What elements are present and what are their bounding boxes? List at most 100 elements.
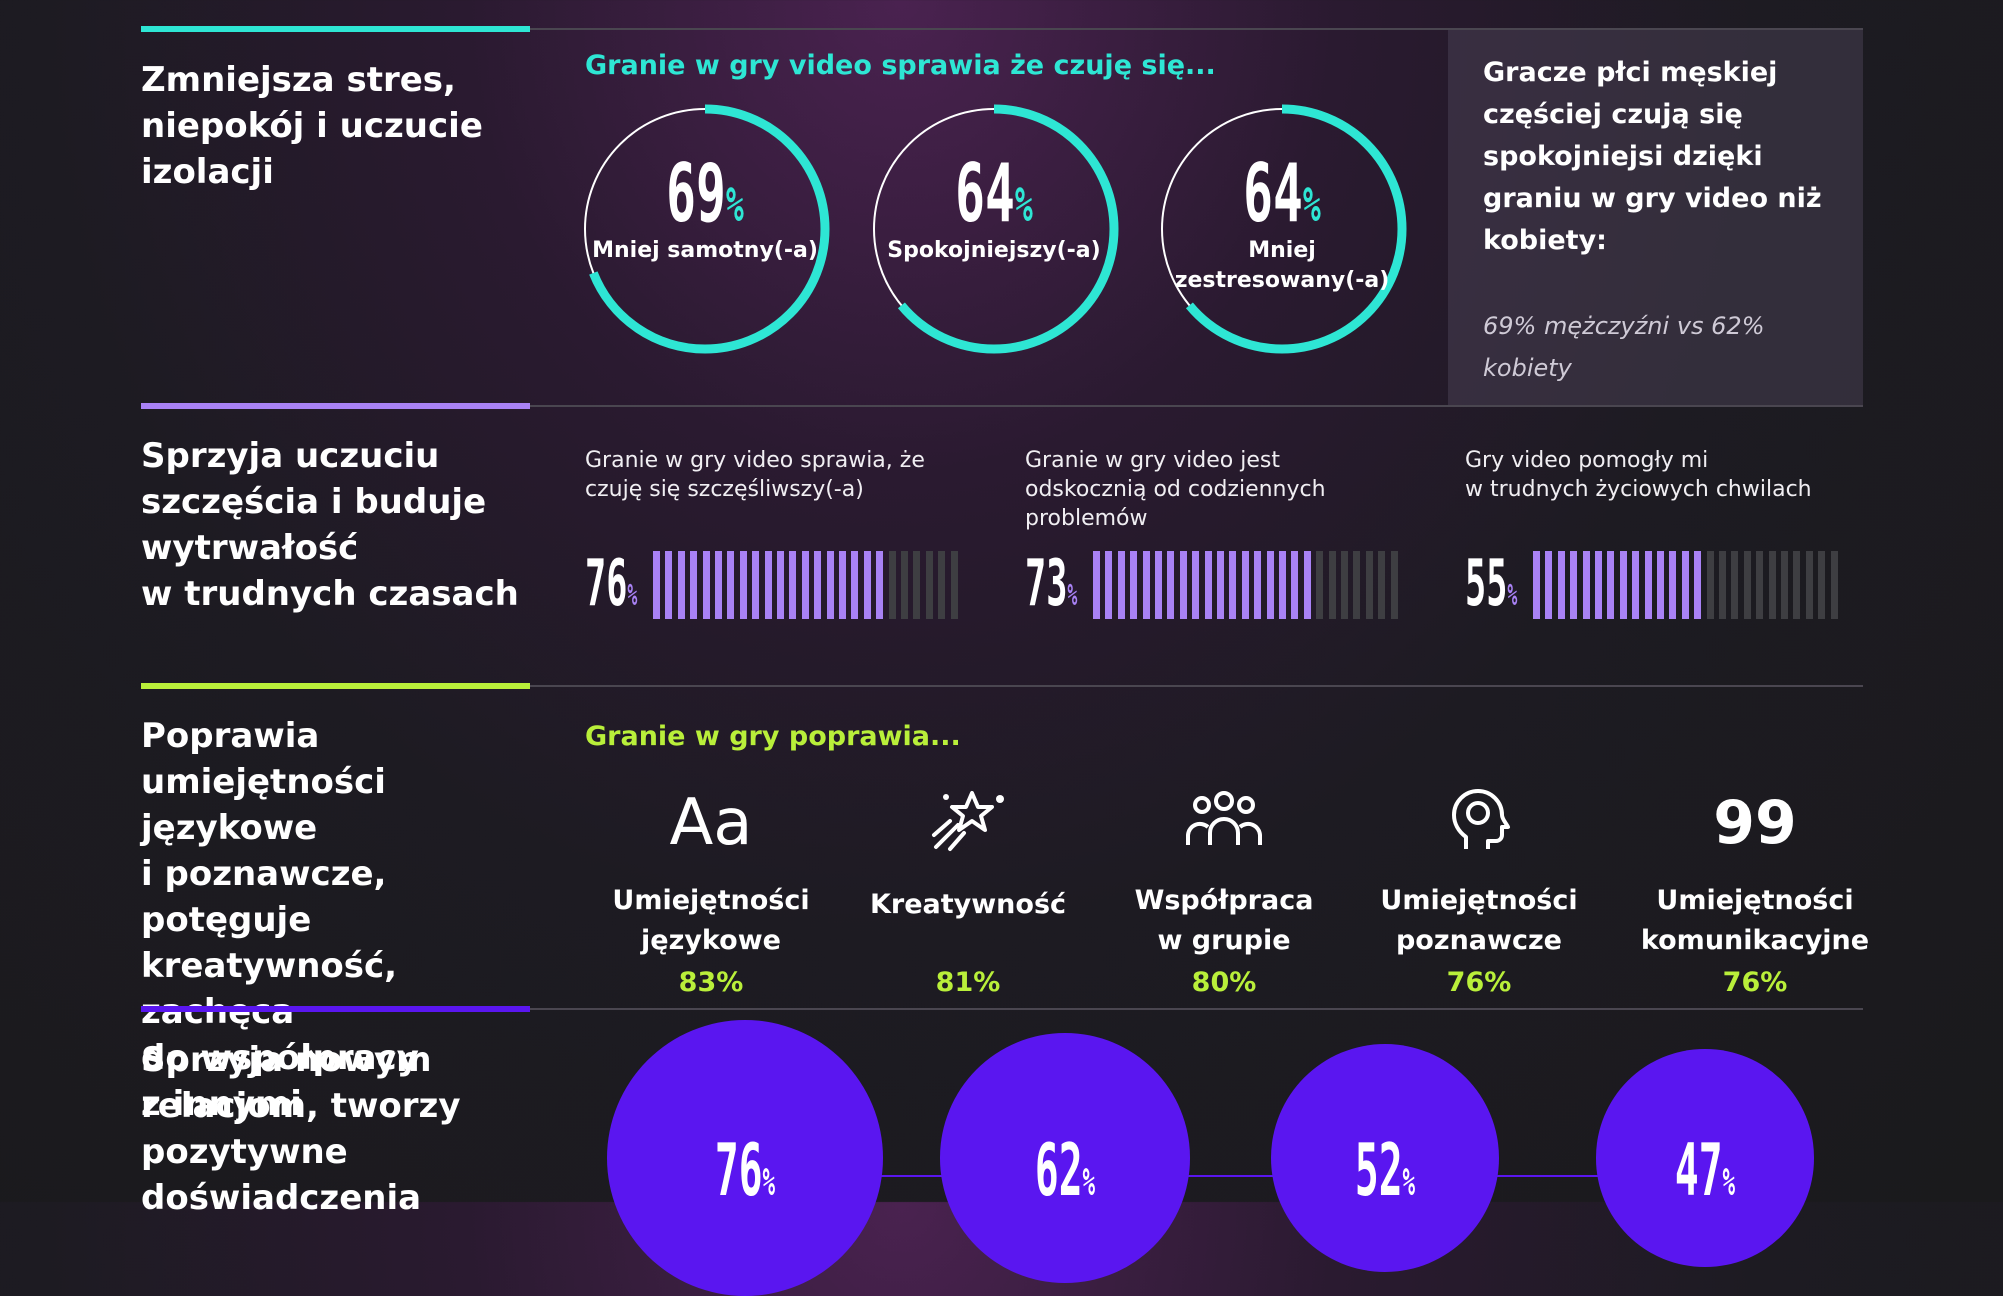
bar-value-pct: % bbox=[1067, 578, 1078, 613]
bar-segment-filled bbox=[1644, 551, 1652, 619]
magic-wand-icon bbox=[848, 785, 1088, 861]
bubble-value-number: 52 bbox=[1354, 1128, 1403, 1212]
bar-segment-empty bbox=[1830, 551, 1838, 619]
bar-segment-filled bbox=[764, 551, 772, 619]
callout-note: 69% mężczyźni vs 62% kobiety bbox=[1483, 305, 1765, 389]
callout-line: kobiety: bbox=[1483, 225, 1607, 256]
bar-caption-line: czuję się szczęśliwszy(-a) bbox=[585, 477, 864, 502]
bar-segment-filled bbox=[1533, 551, 1540, 619]
ring-label: Mniej samotny(-a) bbox=[580, 236, 830, 266]
bar-segment-filled bbox=[1557, 551, 1565, 619]
ring-arc bbox=[1157, 104, 1407, 354]
ring-label-line: Mniej bbox=[1248, 238, 1316, 263]
quote-icon: 99 bbox=[1713, 788, 1797, 858]
skill-label-line: Umiejętności bbox=[1380, 885, 1578, 916]
bar-segment-filled bbox=[789, 551, 797, 619]
bubble-value-pct: % bbox=[1402, 1160, 1416, 1204]
bar-segment-empty bbox=[1731, 551, 1739, 619]
ring-label: Spokojniejszy(-a) bbox=[869, 236, 1119, 266]
section2-accent-line bbox=[141, 403, 530, 409]
bar-segment-filled bbox=[665, 551, 673, 619]
section3-title-line: i poznawcze, potęguje bbox=[141, 854, 387, 940]
bar-segment-empty bbox=[1378, 551, 1386, 619]
bar-segment-filled bbox=[1694, 551, 1702, 619]
bar-caption-line: Granie w gry video jest bbox=[1025, 448, 1280, 473]
bubble-value-number: 62 bbox=[1034, 1128, 1083, 1212]
bubble-value: 52% bbox=[1330, 1130, 1440, 1222]
skill-label-line: w grupie bbox=[1157, 925, 1291, 956]
section4-title-line: Sprzyja nowym bbox=[141, 1040, 432, 1080]
section2-divider bbox=[530, 405, 1863, 407]
bubble-value-pct: % bbox=[1722, 1160, 1736, 1204]
ring-value-pct: % bbox=[725, 177, 744, 233]
skill-percent: 81% bbox=[935, 967, 1001, 998]
bar-segment-empty bbox=[1341, 551, 1348, 619]
bar-segment-filled bbox=[1179, 551, 1187, 619]
bar-segment-filled bbox=[1545, 551, 1553, 619]
bar-segment-filled bbox=[1093, 551, 1100, 619]
ring-arc bbox=[580, 104, 830, 354]
bar-value-pct: % bbox=[627, 578, 638, 613]
skill-percent: 76% bbox=[1722, 967, 1788, 998]
bar-value-0: 76% bbox=[585, 549, 637, 631]
callout-line: Gracze płci męskiej bbox=[1483, 57, 1778, 88]
section4-title-line: relacjom, tworzy bbox=[141, 1086, 461, 1126]
section3-title-line: z innymi bbox=[141, 1084, 302, 1124]
skill-label: Umiejętności poznawcze bbox=[1359, 881, 1599, 961]
section1-divider bbox=[530, 28, 1863, 30]
bar-segment-filled bbox=[839, 551, 846, 619]
bar-segment-filled bbox=[715, 551, 722, 619]
bar-segment-filled bbox=[752, 551, 760, 619]
section4-title: Sprzyja nowym relacjom, tworzy pozytywne… bbox=[141, 1037, 541, 1221]
ring-arc bbox=[869, 104, 1119, 354]
bar-segment-filled bbox=[1229, 551, 1237, 619]
ring-value-number: 64 bbox=[955, 147, 1015, 240]
skill-percent: 80% bbox=[1191, 967, 1257, 998]
bar-segment-empty bbox=[1390, 551, 1398, 619]
skill-percent: 76% bbox=[1446, 967, 1512, 998]
bar-segment-filled bbox=[876, 551, 884, 619]
bar-segment-empty bbox=[1818, 551, 1826, 619]
bar-segment-filled bbox=[814, 551, 822, 619]
bubble-connector-line bbox=[745, 1175, 1795, 1177]
bar-caption-2: Gry video pomogły mi w trudnych życiowyc… bbox=[1465, 446, 1812, 504]
section1-title-line: niepokój i uczucie bbox=[141, 106, 483, 146]
bar-segment-filled bbox=[1669, 551, 1677, 619]
ring-value: 69% bbox=[628, 152, 783, 247]
bar-segment-empty bbox=[1743, 551, 1751, 619]
bar-segment-empty bbox=[888, 551, 896, 619]
ring-svg bbox=[869, 104, 1119, 354]
bar-segment-filled bbox=[1582, 551, 1590, 619]
bar-segment-empty bbox=[1719, 551, 1726, 619]
bubble-value-pct: % bbox=[1082, 1160, 1096, 1204]
bar-segment-filled bbox=[1192, 551, 1200, 619]
bar-caption-1: Granie w gry video jest odskocznią od co… bbox=[1025, 446, 1326, 533]
bar-value-number: 73 bbox=[1025, 547, 1068, 621]
ring-label-line: Mniej samotny(-a) bbox=[592, 238, 818, 263]
bar-segment-empty bbox=[938, 551, 946, 619]
ring-chart-1: 64% Spokojniejszy(-a) bbox=[869, 104, 1129, 364]
ring-value: 64% bbox=[917, 152, 1072, 247]
bar-segment-filled bbox=[1291, 551, 1299, 619]
bubble-value-number: 76 bbox=[714, 1128, 763, 1212]
letters-aa-icon: Aa bbox=[669, 786, 753, 860]
skill-creativity: Kreatywność 81% bbox=[848, 785, 1088, 998]
ring-value-pct: % bbox=[1014, 177, 1033, 233]
section1-accent-line bbox=[141, 26, 530, 32]
skill-label-line: Umiejętności bbox=[1656, 885, 1854, 916]
bar-segment-filled bbox=[1204, 551, 1212, 619]
section3-accent-line bbox=[141, 683, 530, 689]
bar-segment-filled bbox=[801, 551, 809, 619]
section2-title-line: szczęścia i buduje bbox=[141, 482, 487, 522]
bubble-value: 62% bbox=[1010, 1130, 1120, 1222]
section4-title-line: pozytywne bbox=[141, 1132, 348, 1172]
skill-label-line: Umiejętności bbox=[612, 885, 810, 916]
section4-title-line: doświadczenia bbox=[141, 1178, 422, 1218]
skill-label-line: Współpraca bbox=[1134, 885, 1314, 916]
section1-title: Zmniejsza stres, niepokój i uczucie izol… bbox=[141, 57, 541, 195]
bar-segment-filled bbox=[677, 551, 685, 619]
section4-accent-line bbox=[141, 1006, 530, 1012]
bar-segment-empty bbox=[1706, 551, 1714, 619]
section3-title-line: Poprawia bbox=[141, 716, 320, 756]
bar-segment-empty bbox=[1768, 551, 1776, 619]
